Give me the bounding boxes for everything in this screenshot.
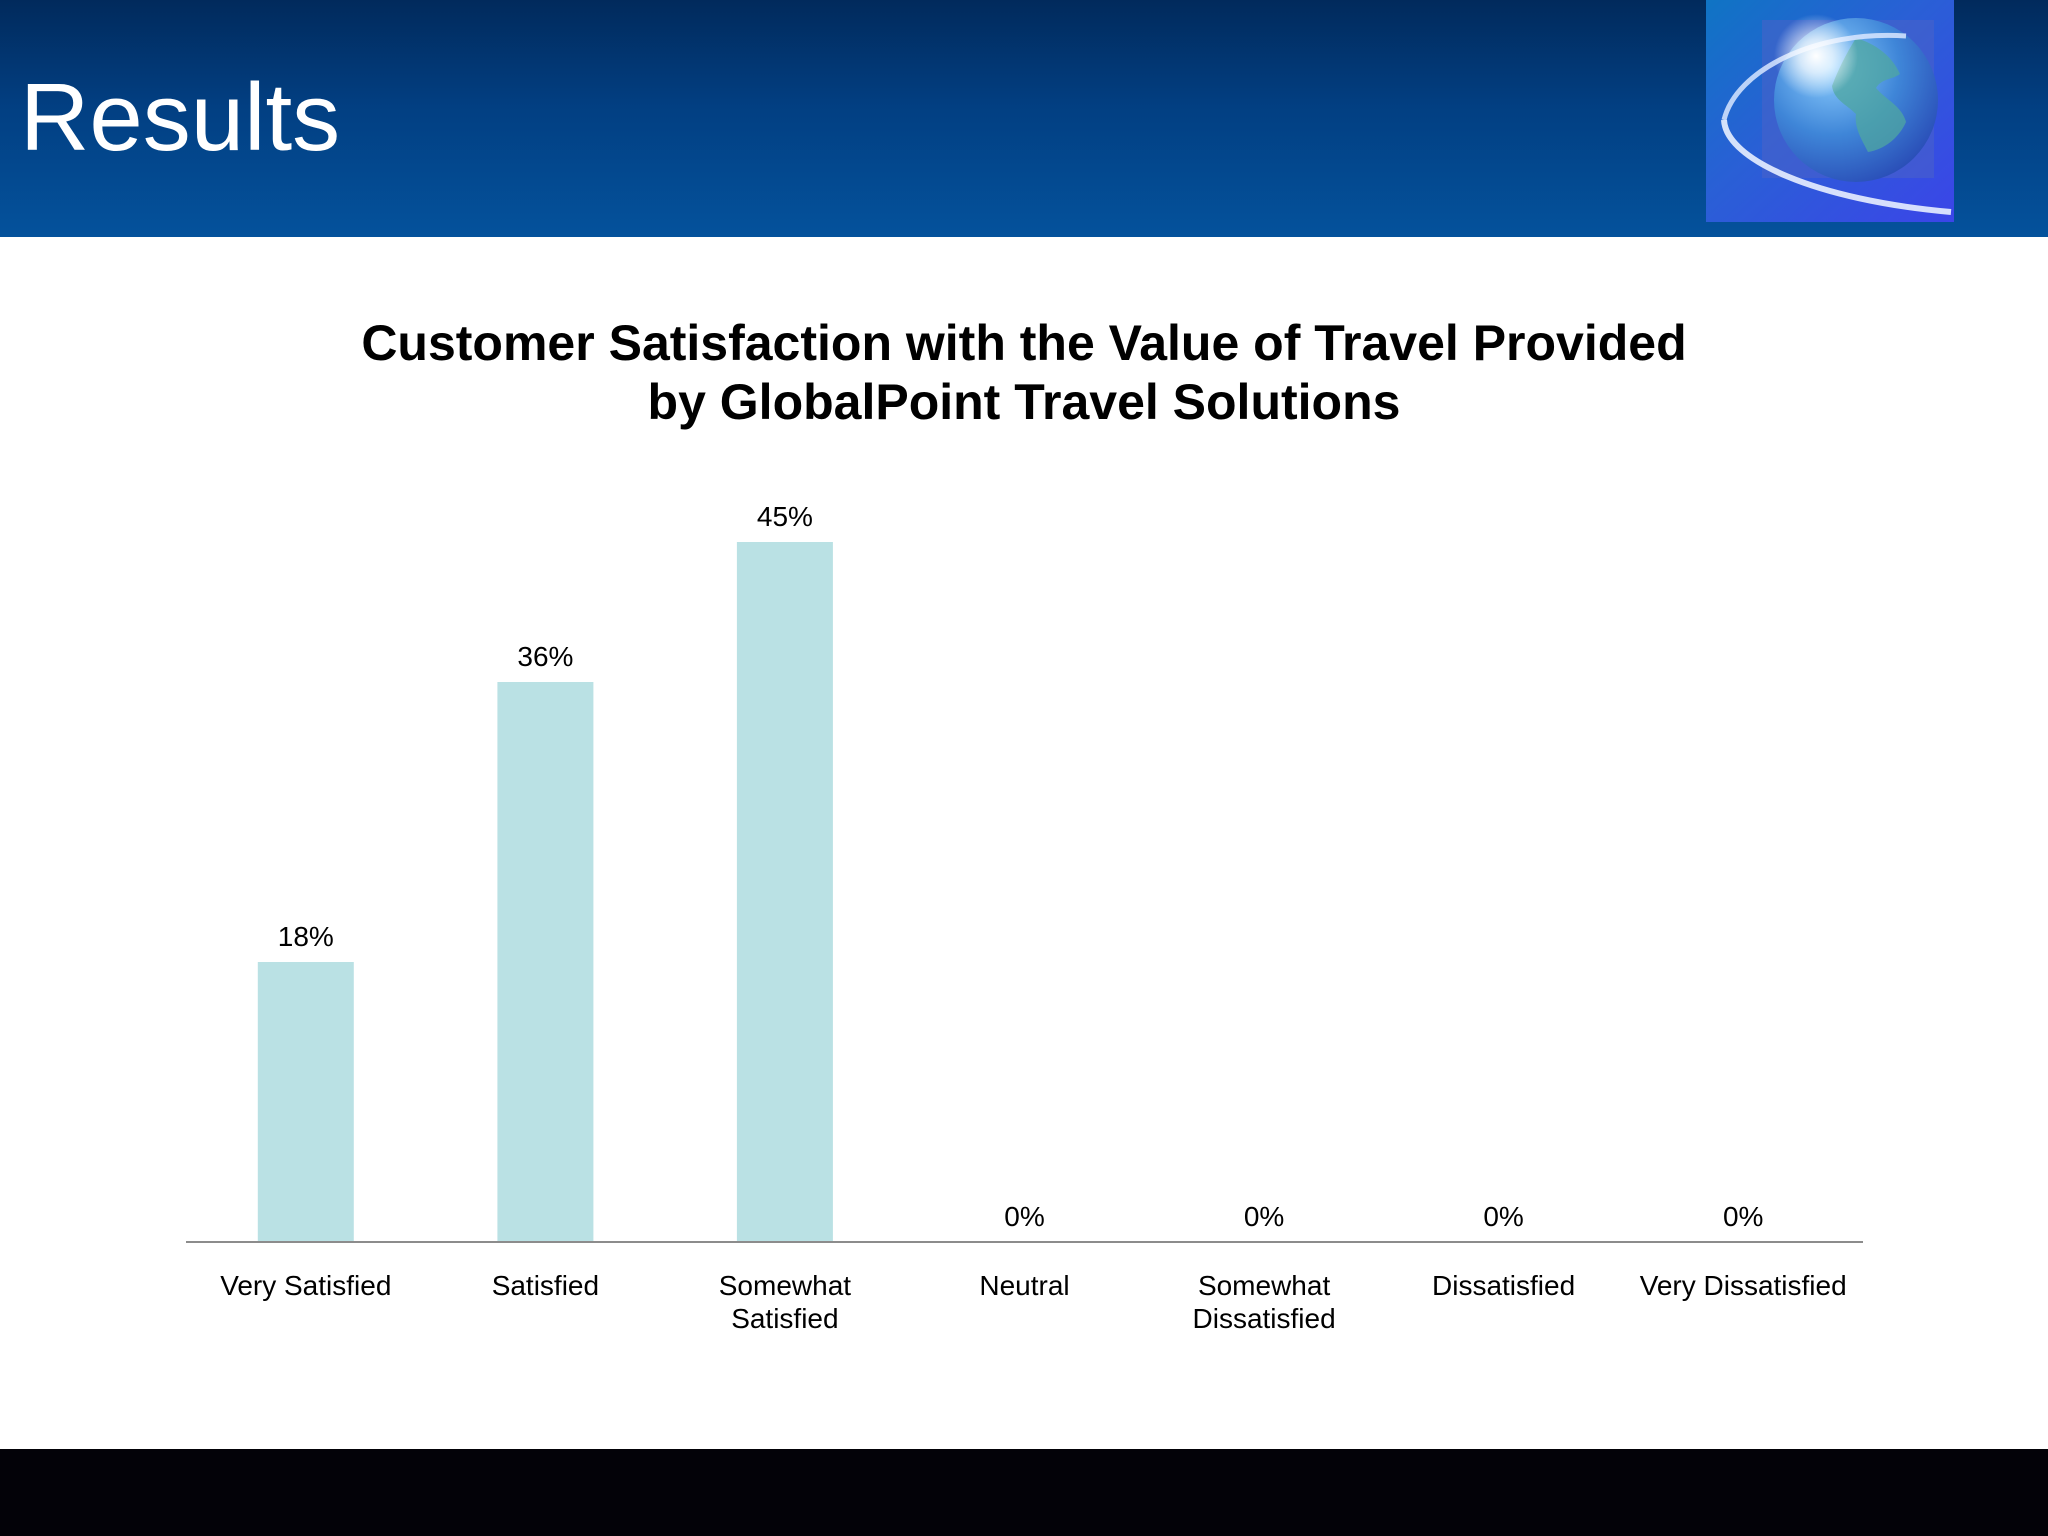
chart-title: Customer Satisfaction with the Value of … [224,314,1824,432]
slide-title: Results [20,64,341,171]
bar [257,962,354,1242]
slide-footer-bar [0,1449,2048,1536]
data-label: 0% [1723,1201,1763,1232]
category-label: Very Dissatisfied [1640,1270,1847,1301]
slide-header: Results [0,0,2048,237]
chart-title-line-1: Customer Satisfaction with the Value of … [361,315,1687,371]
data-label: 0% [1244,1201,1284,1232]
category-label: Dissatisfied [1432,1270,1575,1301]
category-label: Satisfied [492,1270,599,1301]
category-label: Very Satisfied [220,1270,391,1301]
data-label: 36% [517,641,573,672]
data-label: 0% [1004,1201,1044,1232]
data-label: 45% [757,501,813,532]
bar [497,682,594,1242]
data-label: 0% [1483,1201,1523,1232]
globe-logo-icon [1706,0,1954,222]
bar [736,542,833,1242]
category-label: Neutral [979,1270,1069,1301]
category-label: Somewhat Satisfied [719,1270,852,1334]
chart-title-line-2: by GlobalPoint Travel Solutions [647,374,1401,430]
bar-chart: 18% Very Satisfied 36% Satisfied 45% Somewhat… [186,501,1863,1334]
data-label: 18% [278,921,334,952]
category-label: Somewhat Dissatisfied [1193,1270,1336,1334]
